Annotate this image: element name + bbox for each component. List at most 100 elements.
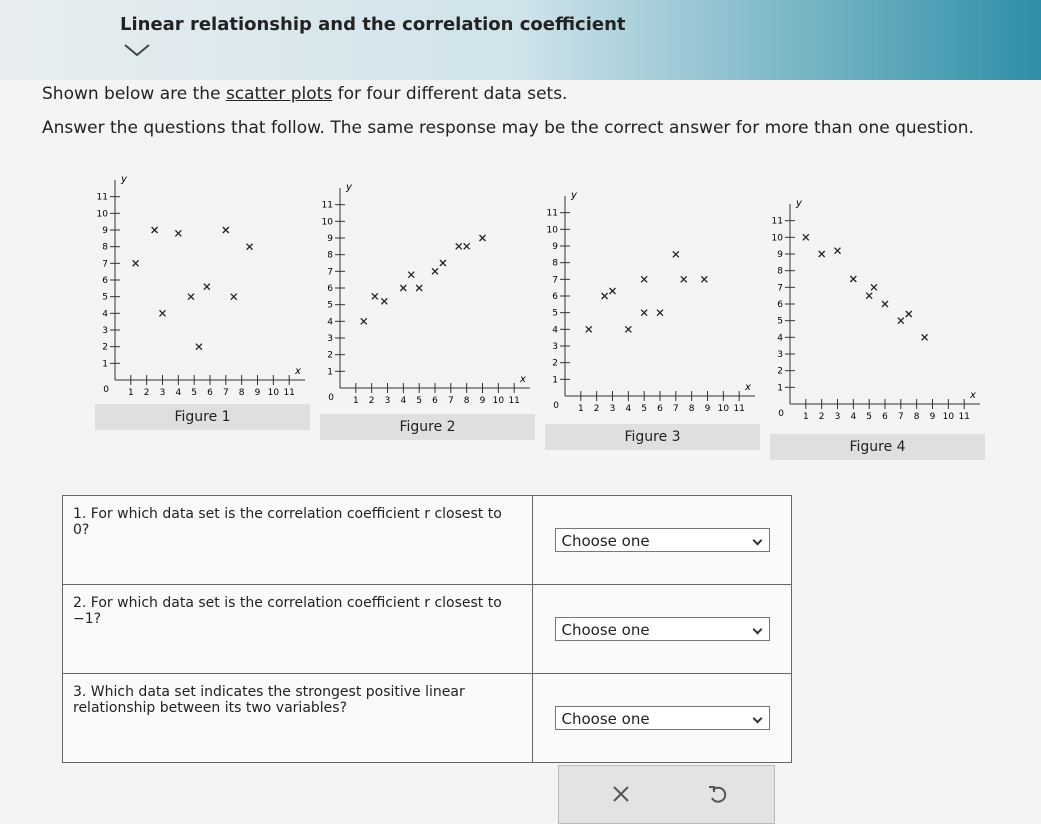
- x-tick-label: 10: [718, 404, 730, 414]
- data-point: [380, 297, 388, 305]
- glossary-link[interactable]: scatter plots: [225, 84, 333, 104]
- y-tick-label: 5: [552, 309, 558, 319]
- y-tick-label: 6: [552, 292, 558, 302]
- x-tick-label: 1: [353, 396, 359, 406]
- clear-button[interactable]: [611, 784, 631, 804]
- x-tick-label: 7: [673, 404, 679, 414]
- button-bar: [558, 765, 775, 824]
- data-point: [849, 275, 857, 283]
- collapse-chevron[interactable]: [122, 42, 152, 58]
- question-text: 2. For which data set is the correlation…: [63, 585, 533, 673]
- figure-label: Figure 4: [770, 434, 985, 460]
- x-tick-label: 4: [625, 404, 631, 414]
- intro-text: for four different data sets.: [332, 84, 568, 104]
- x-tick-label: 1: [803, 412, 809, 420]
- data-point: [585, 325, 593, 333]
- x-tick-label: 5: [191, 388, 197, 398]
- y-tick-label: 10: [97, 209, 109, 219]
- y-axis-label: y: [570, 190, 578, 201]
- question-text: 1. For which data set is the correlation…: [63, 496, 533, 584]
- x-tick-label: 1: [128, 388, 134, 398]
- header-title: Linear relationship and the correlation …: [120, 14, 626, 35]
- y-tick-label: 4: [102, 309, 108, 319]
- data-point: [640, 309, 648, 317]
- data-point: [431, 267, 439, 275]
- y-tick-label: 9: [327, 234, 333, 244]
- x-tick-label: 3: [160, 388, 166, 398]
- y-tick-label: 7: [102, 259, 108, 269]
- y-tick-label: 7: [777, 283, 783, 293]
- y-tick-label: 10: [322, 217, 334, 227]
- y-tick-label: 3: [327, 334, 333, 344]
- y-tick-label: 6: [102, 276, 108, 286]
- figure-label: Figure 1: [95, 404, 310, 430]
- x-tick-label: 7: [898, 412, 904, 420]
- data-point: [415, 284, 423, 292]
- data-point: [407, 271, 415, 279]
- answer-dropdown[interactable]: Choose one: [554, 706, 770, 730]
- y-tick-label: 1: [552, 375, 558, 385]
- y-axis-label: y: [120, 174, 128, 185]
- x-tick-label: 3: [610, 404, 616, 414]
- x-tick-label: 7: [223, 388, 229, 398]
- origin-label: 0: [778, 409, 784, 419]
- x-axis-label: x: [744, 382, 751, 393]
- question-row: 1. For which data set is the correlation…: [63, 496, 791, 585]
- x-tick-label: 9: [255, 388, 261, 398]
- data-point: [203, 283, 211, 291]
- y-tick-label: 6: [327, 284, 333, 294]
- x-tick-label: 6: [882, 412, 888, 420]
- x-tick-label: 3: [835, 412, 841, 420]
- x-tick-label: 6: [657, 404, 663, 414]
- y-tick-label: 2: [777, 367, 783, 377]
- x-tick-label: 11: [283, 388, 294, 398]
- x-tick-label: 11: [733, 404, 744, 414]
- data-point: [174, 229, 182, 237]
- question-table: 1. For which data set is the correlation…: [62, 495, 792, 763]
- y-tick-label: 10: [547, 225, 559, 235]
- x-tick-label: 8: [239, 388, 245, 398]
- data-point: [624, 325, 632, 333]
- data-point: [455, 242, 463, 250]
- y-tick-label: 8: [327, 251, 333, 261]
- y-tick-label: 5: [327, 301, 333, 311]
- x-tick-label: 9: [480, 396, 486, 406]
- data-point: [159, 309, 166, 317]
- x-tick-label: 9: [705, 404, 711, 414]
- y-tick-label: 8: [552, 259, 558, 269]
- undo-button[interactable]: [707, 784, 727, 804]
- y-tick-label: 5: [102, 293, 108, 303]
- data-point: [818, 250, 826, 258]
- y-tick-label: 1: [777, 383, 783, 393]
- y-tick-label: 10: [772, 233, 784, 243]
- x-tick-label: 1: [578, 404, 584, 414]
- x-tick-label: 2: [594, 404, 600, 414]
- data-point: [921, 333, 929, 341]
- y-tick-label: 1: [102, 359, 108, 369]
- y-tick-label: 6: [777, 300, 783, 310]
- y-tick-label: 4: [777, 333, 783, 343]
- data-point: [246, 243, 254, 251]
- data-point: [230, 293, 238, 301]
- data-point: [905, 310, 913, 318]
- x-tick-label: 2: [819, 412, 825, 420]
- y-tick-label: 11: [322, 201, 333, 211]
- intro-text: Shown below are the: [42, 84, 226, 104]
- x-tick-label: 11: [508, 396, 519, 406]
- data-point: [151, 226, 159, 234]
- y-tick-label: 9: [102, 226, 108, 236]
- y-tick-label: 8: [777, 267, 783, 277]
- data-point: [870, 283, 878, 291]
- data-point: [195, 343, 203, 351]
- origin-label: 0: [553, 401, 559, 411]
- data-point: [399, 284, 407, 292]
- x-tick-label: 8: [689, 404, 695, 414]
- data-point: [463, 242, 471, 250]
- answer-dropdown[interactable]: Choose one: [554, 617, 770, 641]
- answer-dropdown[interactable]: Choose one: [554, 528, 770, 552]
- y-tick-label: 3: [777, 350, 783, 360]
- data-point: [700, 275, 708, 283]
